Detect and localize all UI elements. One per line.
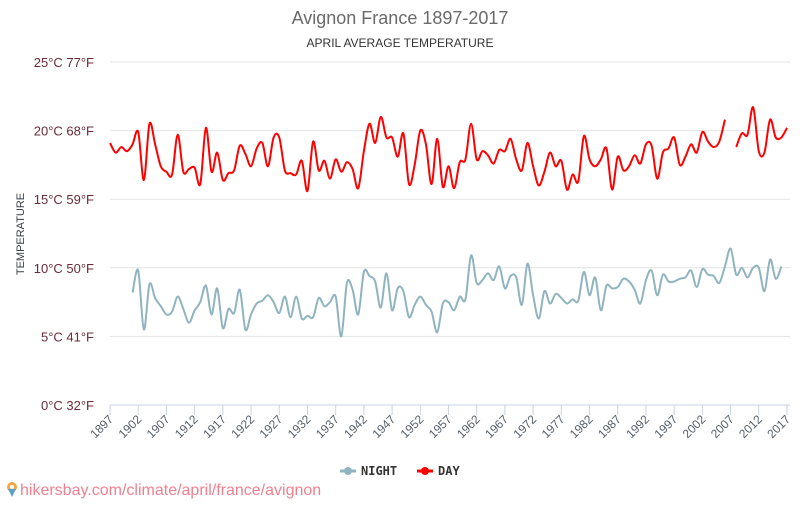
y-tick-label: 15°C 59°F — [34, 192, 94, 207]
series-line-night — [131, 247, 783, 338]
x-tick-label: 1972 — [510, 412, 539, 441]
legend-day-label: DAY — [438, 464, 460, 478]
y-axis-label: TEMPERATURE — [15, 193, 27, 275]
x-tick-label: 1942 — [341, 412, 370, 441]
x-tick-label: 1977 — [539, 412, 568, 441]
watermark-url: hikersbay.com/climate/april/france/avign… — [20, 482, 321, 499]
gridlines — [110, 61, 790, 406]
x-tick-label: 1917 — [200, 412, 229, 441]
y-tick-label: 0°C 32°F — [41, 398, 94, 413]
chart-title: Avignon France 1897-2017 — [292, 8, 509, 28]
x-tick-label: 1997 — [652, 412, 681, 441]
legend-item-day[interactable]: DAY — [417, 464, 460, 478]
x-tick-label: 1927 — [257, 412, 286, 441]
x-tick-label: 1952 — [398, 412, 427, 441]
chart-subtitle: APRIL AVERAGE TEMPERATURE — [307, 36, 494, 50]
map-pin-icon — [7, 482, 17, 497]
legend-night-marker — [344, 467, 352, 475]
x-tick-label: 1962 — [454, 412, 483, 441]
y-axis: 0°C 32°F 5°C 41°F 10°C 50°F 15°C 59°F 20°C 6… — [34, 55, 94, 413]
y-tick-label: 5°C 41°F — [41, 329, 94, 344]
x-tick-label: 2017 — [764, 412, 793, 441]
y-tick-label: 10°C 50°F — [34, 261, 94, 276]
x-tick-label: 1957 — [426, 412, 455, 441]
x-tick-label: 1982 — [567, 412, 596, 441]
x-tick-label: 1947 — [369, 412, 398, 441]
x-tick-label: 1897 — [87, 412, 116, 441]
series-line-day — [109, 115, 726, 192]
y-tick-label: 25°C 77°F — [34, 55, 94, 70]
x-tick-label: 1987 — [595, 412, 624, 441]
x-tick-label: 1992 — [623, 412, 652, 441]
x-tick-label: 2002 — [680, 412, 709, 441]
x-tick-label: 2007 — [708, 412, 737, 441]
x-tick-label: 1907 — [144, 412, 173, 441]
x-tick-label: 1922 — [228, 412, 257, 441]
x-tick-label: 1967 — [482, 412, 511, 441]
x-tick-label: 2012 — [736, 412, 765, 441]
legend-item-night[interactable]: NIGHT — [340, 464, 397, 478]
watermark[interactable]: hikersbay.com/climate/april/france/avign… — [7, 482, 321, 499]
x-axis: 1897 1902 1907 1912 1917 1922 1927 1932 1937 1942… — [87, 405, 793, 441]
x-tick-label: 1912 — [172, 412, 201, 441]
legend: NIGHT DAY — [340, 464, 460, 478]
y-tick-label: 20°C 68°F — [34, 124, 94, 139]
series-lines — [109, 106, 788, 338]
legend-day-marker — [421, 467, 429, 475]
x-tick-label: 1932 — [285, 412, 314, 441]
x-tick-label: 1937 — [313, 412, 342, 441]
legend-night-label: NIGHT — [361, 464, 397, 478]
x-tick-label: 1902 — [116, 412, 145, 441]
series-line-day — [735, 106, 788, 158]
